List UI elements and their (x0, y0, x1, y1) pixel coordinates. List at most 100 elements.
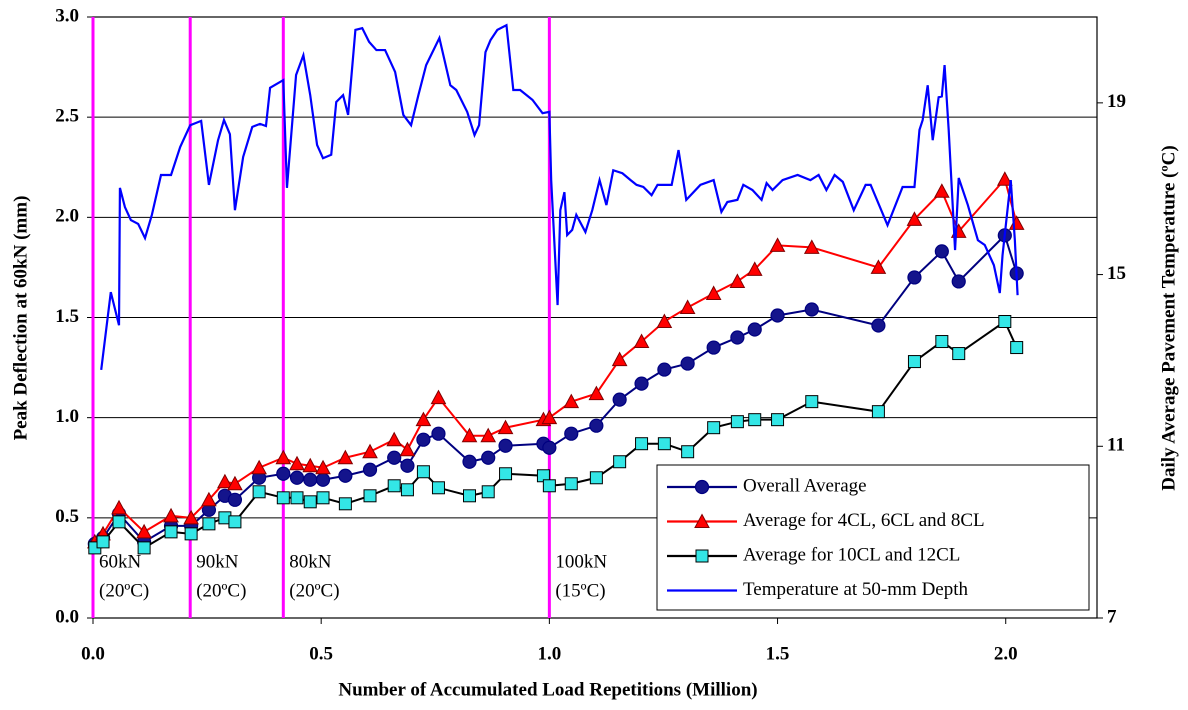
data-point (707, 421, 721, 435)
data-point (748, 413, 762, 427)
data-point (805, 395, 819, 409)
x-tick-label: 0.0 (81, 643, 105, 664)
data-point (415, 411, 432, 427)
data-point (589, 418, 604, 433)
data-point (275, 449, 292, 465)
data-point (183, 509, 199, 525)
data-point (416, 432, 431, 447)
data-point (679, 299, 696, 314)
data-point (228, 515, 242, 529)
data-point (706, 340, 721, 355)
legend-label: Average for 10CL and 12CL (743, 544, 960, 565)
legend-marker (694, 513, 710, 528)
x-tick-label: 1.5 (766, 643, 790, 664)
data-point (871, 318, 886, 333)
data-point (387, 479, 401, 493)
y2-tick-label: 7 (1107, 606, 1117, 627)
legend: Overall Average Average for 4CL, 6CL and … (656, 464, 1090, 611)
x-tick-label: 1.0 (537, 643, 561, 664)
data-point (480, 427, 497, 443)
data-point (96, 535, 110, 549)
y-tick-label: 0.0 (55, 606, 79, 627)
data-point (337, 449, 354, 465)
legend-marker (694, 479, 710, 495)
data-point (416, 465, 430, 479)
x-tick-label: 2.0 (994, 643, 1018, 664)
data-point (589, 471, 603, 485)
y-tick-label: 0.5 (55, 506, 79, 527)
data-point (163, 507, 179, 523)
data-point (289, 455, 305, 471)
data-point (387, 450, 402, 465)
data-point (303, 472, 318, 487)
y-axis-title: Peak Deflection at 60kN (mm) (10, 196, 31, 441)
data-point (998, 315, 1012, 329)
data-point (497, 419, 514, 435)
data-point (399, 441, 416, 457)
y-tick-label: 1.5 (55, 306, 79, 327)
y2-tick-label: 15 (1107, 263, 1126, 284)
data-point (611, 351, 628, 367)
y2-tick-label: 11 (1107, 435, 1125, 456)
data-point (164, 525, 178, 539)
data-point (111, 499, 127, 515)
y-tick-label: 2.0 (55, 206, 79, 227)
data-point (907, 355, 921, 369)
data-point (400, 483, 414, 497)
data-point (935, 335, 949, 349)
annotation: (15ºC) (555, 580, 605, 601)
data-point (462, 454, 477, 469)
data-point (499, 467, 513, 481)
data-point (431, 426, 446, 441)
data-point (276, 491, 290, 505)
data-point (871, 405, 885, 419)
annotation: (20ºC) (99, 580, 149, 601)
y-tick-label: 1.0 (55, 406, 79, 427)
data-point (498, 438, 513, 453)
data-point (137, 541, 151, 555)
data-point (907, 270, 922, 285)
y2-tick-label: 19 (1107, 91, 1126, 112)
data-point (564, 426, 579, 441)
data-point (315, 459, 331, 475)
data-point (771, 413, 785, 427)
y2-axis-title: Daily Average Pavement Temperature (ºC) (1158, 145, 1179, 490)
data-point (934, 244, 949, 259)
data-point (184, 527, 198, 541)
legend-box (656, 464, 1090, 611)
x-tick-label: 0.5 (309, 643, 333, 664)
y-tick-label: 2.5 (55, 106, 79, 127)
data-point (202, 517, 216, 531)
data-point (613, 455, 627, 469)
data-point (951, 274, 966, 289)
data-point (541, 409, 558, 425)
data-point (996, 171, 1013, 186)
data-point (952, 347, 966, 361)
data-point (481, 485, 495, 499)
data-point (289, 470, 305, 485)
annotation: 60kN (99, 551, 142, 572)
data-point (315, 472, 331, 487)
annotation: (20ºC) (289, 580, 339, 601)
data-point (769, 237, 786, 252)
data-point (217, 473, 233, 489)
annotation: 80kN (289, 551, 332, 572)
data-point (201, 491, 217, 507)
data-point (302, 457, 319, 473)
data-point (112, 515, 126, 529)
data-point (461, 427, 478, 443)
data-point (804, 302, 819, 317)
data-point (362, 462, 378, 477)
annotation: 90kN (196, 551, 239, 572)
data-point (252, 485, 266, 499)
legend-label: Overall Average (743, 475, 867, 496)
data-point (136, 523, 152, 539)
data-point (563, 393, 580, 409)
data-point (635, 437, 649, 451)
data-point (870, 259, 887, 274)
data-point (705, 285, 722, 300)
data-point (564, 477, 578, 491)
y-tick-label: 3.0 (55, 5, 79, 26)
data-point (680, 356, 695, 371)
data-point (303, 495, 317, 509)
